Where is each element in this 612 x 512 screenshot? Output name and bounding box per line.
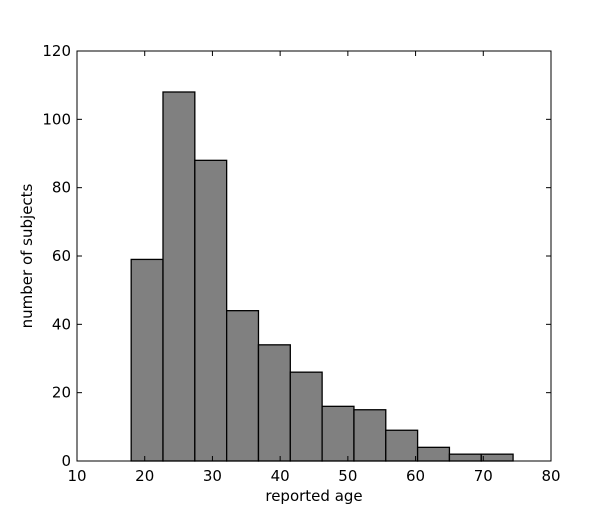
x-tick-label: 30 xyxy=(203,467,222,485)
y-tick-label: 0 xyxy=(61,452,71,470)
histogram-bar xyxy=(416,446,451,462)
histogram-bar xyxy=(353,409,387,462)
y-tick-label: 120 xyxy=(42,42,71,60)
histogram-bar xyxy=(480,453,514,462)
histogram-bar xyxy=(194,159,228,462)
x-tick-label: 40 xyxy=(271,467,290,485)
y-tick-label: 20 xyxy=(52,384,71,402)
x-tick-label: 20 xyxy=(135,467,154,485)
x-tick-label: 50 xyxy=(338,467,357,485)
y-tick-label: 40 xyxy=(52,315,71,333)
histogram-bar xyxy=(162,91,196,462)
histogram-bar xyxy=(225,310,260,462)
x-tick-label: 80 xyxy=(541,467,560,485)
x-tick-label: 70 xyxy=(474,467,493,485)
histogram-bar xyxy=(257,344,291,462)
ticks-group xyxy=(76,50,552,462)
histogram-bar xyxy=(448,453,482,462)
tick-labels-group: 10 20 30 40 50 60 70 80 0 20 40 60 80 100 120 xyxy=(42,42,560,485)
x-tick-label: 10 xyxy=(67,467,86,485)
histogram-bar xyxy=(385,429,419,462)
x-tick-label: 60 xyxy=(406,467,425,485)
y-tick-label: 100 xyxy=(42,110,71,128)
histogram-bar xyxy=(289,371,323,462)
y-tick-label: 60 xyxy=(52,247,71,265)
y-tick-label: 80 xyxy=(52,179,71,197)
bars-group xyxy=(130,91,514,462)
histogram-bar xyxy=(130,258,164,462)
histogram-bar xyxy=(321,405,355,462)
x-axis-label: reported age xyxy=(265,487,362,505)
y-axis-label: number of subjects xyxy=(18,183,36,328)
